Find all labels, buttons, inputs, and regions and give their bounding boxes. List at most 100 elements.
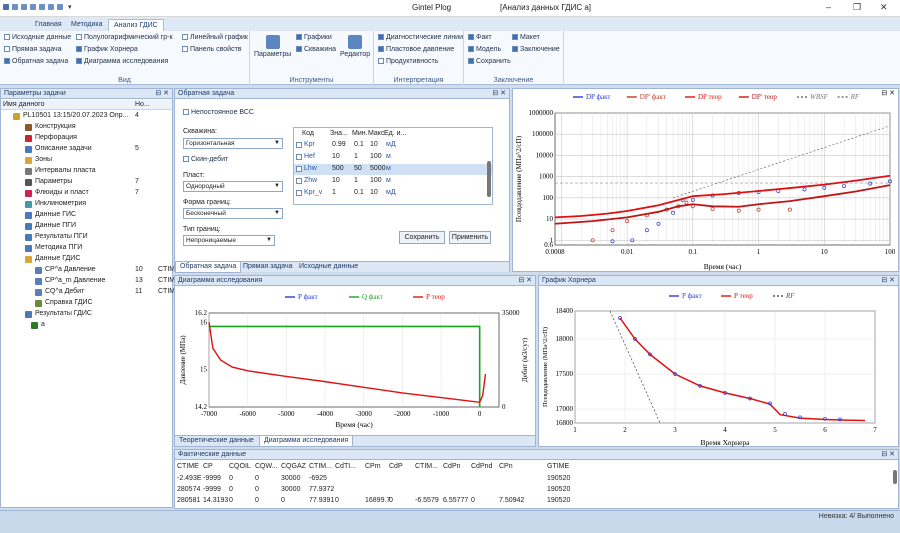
facts-header[interactable]: CdP [389, 463, 403, 470]
grid-cell[interactable]: 10 [370, 189, 378, 196]
check-properties[interactable]: Панель свойств [182, 46, 242, 53]
grid-header-4[interactable]: Ед. и... [384, 130, 407, 137]
facts-cell[interactable]: 0 [335, 497, 339, 504]
boundary-type-select[interactable]: Непроницаемые ▼ [183, 235, 275, 246]
tree-row[interactable]: CP^a Давление 10 CTIM [1, 265, 175, 276]
tree-row[interactable]: Перфорация [1, 133, 173, 144]
well-button[interactable]: Скважина [296, 46, 336, 53]
grid-header-2[interactable]: Мин. [352, 130, 368, 137]
facts-cell[interactable]: 280581 [177, 497, 201, 504]
facts-header[interactable]: CQW... [255, 463, 278, 470]
model-button[interactable]: Модель [468, 46, 501, 53]
tab-direct-task[interactable]: Прямая задача [243, 263, 293, 270]
facts-cell[interactable]: -6925 [309, 475, 327, 482]
facts-header[interactable]: GTIME [547, 463, 570, 470]
facts-cell[interactable]: 0 [229, 497, 233, 504]
tree-row[interactable]: Данные ПГИ [1, 221, 173, 232]
tab-home[interactable]: Главная [35, 21, 62, 28]
open-icon[interactable] [21, 4, 27, 10]
panel-close-icon[interactable]: ⊟ ✕ [881, 451, 895, 458]
tree-row[interactable]: Конструкция [1, 122, 173, 133]
facts-cell[interactable]: 6.55777 [443, 497, 469, 504]
grid-cell[interactable]: 1 [354, 153, 358, 160]
facts-header[interactable]: CTIM... [309, 463, 332, 470]
tree-row[interactable]: CQ^a Дебит 11 CTIM [1, 287, 175, 298]
col-header-no[interactable]: Но... [135, 101, 150, 108]
tab-diagram[interactable]: Диаграмма исследования [259, 436, 354, 447]
check-direct-task[interactable]: Прямая задача [4, 46, 62, 53]
diagnostic-lines-button[interactable]: Диагностические линии [378, 34, 463, 41]
facts-cell[interactable]: 0 [255, 475, 259, 482]
conclusion-button[interactable]: Заключение [512, 46, 560, 53]
grid-header-0[interactable]: Код [302, 130, 314, 137]
grid-row-checkbox[interactable] [296, 142, 302, 148]
facts-header[interactable]: CPm [365, 463, 381, 470]
grid-cell[interactable]: м [386, 153, 391, 160]
panel-close-icon[interactable]: ⊟ ✕ [155, 90, 169, 97]
facts-cell[interactable]: 0 [229, 486, 233, 493]
facts-cell[interactable]: 77.9391 [309, 497, 335, 504]
grid-cell[interactable]: 100 [370, 153, 382, 160]
facts-cell[interactable]: 190520 [547, 486, 571, 493]
grid-row-selected[interactable] [294, 164, 492, 175]
panel-close-icon[interactable]: ⊟ ✕ [518, 277, 532, 284]
reservoir-pressure-button[interactable]: Пластовое давление [378, 46, 454, 53]
well-select[interactable]: Горизонтальная ▼ [183, 138, 283, 149]
facts-cell[interactable]: -9999 [203, 486, 221, 493]
facts-header[interactable]: CdTI... [335, 463, 357, 470]
restore-icon[interactable]: ❐ [853, 2, 862, 12]
facts-header[interactable]: CPn [499, 463, 513, 470]
facts-cell[interactable]: 0 [471, 497, 475, 504]
grid-cell[interactable]: 500 [332, 165, 344, 172]
check-inverse-task[interactable]: Обратная задача [4, 58, 68, 65]
facts-header[interactable]: CQOIL [229, 463, 251, 470]
check-horner[interactable]: График Хорнера [76, 46, 138, 53]
tree-row[interactable]: Инклинометрия [1, 199, 173, 210]
check-semilog[interactable]: Полулогарифмический гр-к [76, 34, 173, 41]
skin-checkbox[interactable]: Скин-дебит [183, 156, 228, 163]
tree-row[interactable]: Данные ГИС [1, 210, 173, 221]
facts-cell[interactable]: 16899.7 [365, 497, 391, 504]
save-button[interactable]: Сохранить [399, 231, 445, 244]
col-header-name[interactable]: Имя данного [3, 101, 45, 108]
facts-cell[interactable]: -6.5579 [415, 497, 439, 504]
tab-source-data[interactable]: Исходные данные [299, 263, 359, 270]
productivity-button[interactable]: Продуктивность [378, 58, 438, 65]
grid-cell[interactable]: 10 [370, 141, 378, 148]
tree-row[interactable]: Данные ГДИС [1, 254, 173, 265]
facts-header[interactable]: CdPn [443, 463, 461, 470]
facts-cell[interactable]: 0 [255, 486, 259, 493]
grid-cell[interactable]: 0.1 [354, 141, 364, 148]
tree-row[interactable]: Результаты ГДИС [1, 309, 173, 320]
facts-header[interactable]: CdPnd [471, 463, 493, 470]
grid-cell[interactable]: м [386, 177, 391, 184]
grid-row-checkbox[interactable] [296, 154, 302, 160]
grid-cell[interactable]: 50 [354, 165, 362, 172]
editor-button[interactable]: Редактор [340, 35, 370, 58]
layer-select[interactable]: Однородный ▼ [183, 181, 283, 192]
grid-scrollbar[interactable] [487, 161, 491, 197]
facts-header[interactable]: CTIME [177, 463, 199, 470]
facts-cell[interactable]: 0 [281, 497, 285, 504]
grid-row-checkbox[interactable] [296, 190, 302, 196]
grid-cell[interactable]: мД [386, 141, 396, 148]
grid-cell[interactable]: 1 [332, 189, 336, 196]
grid-cell[interactable]: 100 [370, 177, 382, 184]
minimize-icon[interactable]: – [826, 2, 832, 12]
tab-method[interactable]: Методика [71, 21, 103, 28]
tree-row[interactable]: Зоны [1, 155, 173, 166]
tree-row[interactable]: Результаты ПГИ [1, 232, 173, 243]
tree-row[interactable]: CP^a_m Давление 13 CTIM [1, 276, 175, 287]
facts-cell[interactable]: 7.50942 [499, 497, 525, 504]
grid-cell[interactable]: 10 [332, 153, 340, 160]
tree-row[interactable]: PL10501 13:15/20.07.2023 Опр... 4 [1, 111, 173, 122]
close-icon[interactable]: ✕ [880, 2, 888, 12]
quick-access-dropdown-icon[interactable]: ▾ [68, 4, 72, 11]
graphs-button[interactable]: Графики [296, 34, 332, 41]
grid-cell[interactable]: м [386, 165, 391, 172]
tree-row[interactable]: Справка ГДИС [1, 298, 173, 309]
facts-cell[interactable]: 190520 [547, 497, 571, 504]
apply-button[interactable]: Применить [449, 231, 491, 244]
tree-row[interactable]: Методика ПГИ [1, 243, 173, 254]
facts-cell[interactable]: 30000 [281, 475, 301, 482]
